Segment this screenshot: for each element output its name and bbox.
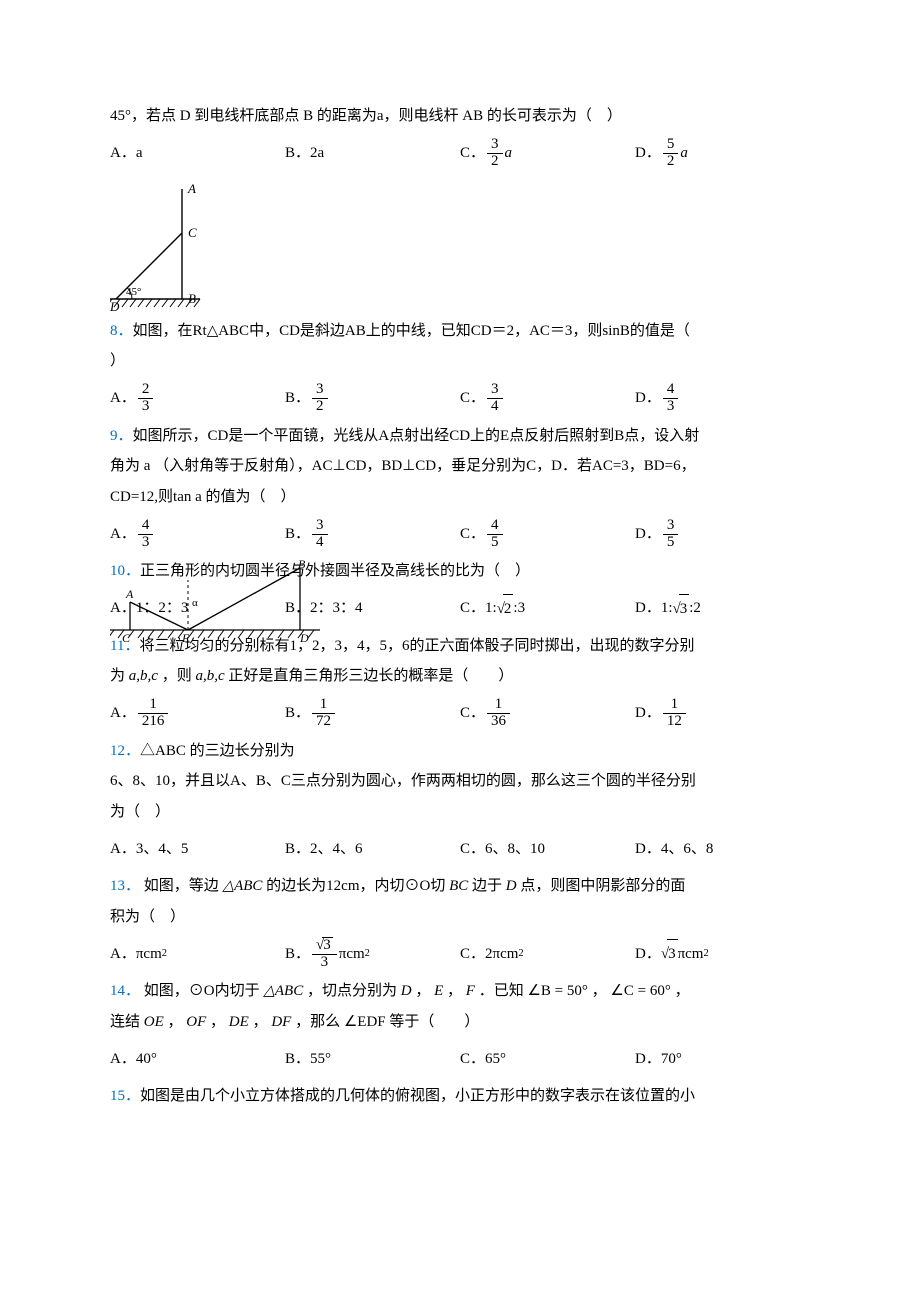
q7-figure: A C B D 45° bbox=[110, 181, 230, 311]
q11-opt-b: B．172 bbox=[285, 693, 460, 735]
q7-opt-b: B．2a bbox=[285, 133, 460, 175]
q9-opt-c: C．45 bbox=[460, 513, 635, 555]
q9-stem-b: 角为 a （入射角等于反射角），AC⊥CD，BD⊥CD，垂足分别为C，D．若AC… bbox=[110, 452, 810, 481]
q12-opt-c: C．6、8、10 bbox=[460, 828, 635, 870]
q13-opt-d: D．3 πcm2 bbox=[635, 933, 810, 975]
q7-opt-c: C． 32 a bbox=[460, 133, 635, 175]
q10-options: A．1：2：3 B．2：3：4 C．1:2:3 D．1:3:2 bbox=[110, 588, 810, 630]
q11-opt-d: D．112 bbox=[635, 693, 810, 735]
q8-num: 8． bbox=[110, 323, 133, 339]
q8-options: A．23 B．32 C．34 D．43 bbox=[110, 378, 810, 420]
q8-opt-a: A．23 bbox=[110, 378, 285, 420]
page: 45°，若点 D 到电线杆底部点 B 的距离为a，则电线杆 AB 的长可表示为（… bbox=[0, 0, 920, 1173]
q11-stem-a: 11．将三粒均匀的分别标有1，2，3，4，5，6的正六面体骰子同时掷出，出现的数… bbox=[110, 632, 810, 661]
q10-row-with-figure: A．1：2：3 B．2：3：4 C．1:2:3 D．1:3:2 A B bbox=[110, 588, 810, 630]
q9-num: 9． bbox=[110, 428, 133, 444]
q14-opt-a: A．40° bbox=[110, 1038, 285, 1080]
q12-options: A．3、4、5 B．2、4、6 C．6、8、10 D．4、6、8 bbox=[110, 828, 810, 870]
q14-num: 14． bbox=[110, 983, 140, 999]
q10-opt-d: D．1:3:2 bbox=[635, 588, 810, 630]
q10-stem: 10．正三角形的内切圆半径与外接圆半径及高线长的比为（ ） bbox=[110, 557, 810, 586]
q9-stem-c: CD=12,则tan a 的值为（ ） bbox=[110, 483, 810, 512]
q8-stem-b: ） bbox=[110, 347, 810, 376]
q13-stem-b: 积为（ ） bbox=[110, 903, 810, 932]
q15-num: 15． bbox=[110, 1088, 140, 1104]
q8-opt-b: B．32 bbox=[285, 378, 460, 420]
q10-opt-b: B．2：3：4 bbox=[285, 588, 460, 630]
q9-options: A．43 B．34 C．45 D．35 bbox=[110, 513, 810, 555]
label-a: A bbox=[187, 181, 196, 196]
q12-opt-a: A．3、4、5 bbox=[110, 828, 285, 870]
q14-stem-a: 14． 如图，⊙O内切于 △ABC ，切点分别为 D ， E ， F ．已知 ∠… bbox=[110, 977, 810, 1006]
q10-opt-c: C．1:2:3 bbox=[460, 588, 635, 630]
fraction: 32 bbox=[487, 137, 503, 170]
q11-opt-a: A．1216 bbox=[110, 693, 285, 735]
q11-opt-c: C．136 bbox=[460, 693, 635, 735]
q13-stem-a: 13． 如图，等边 △ABC 的边长为12cm，内切⊙O切 BC 边于 D 点，… bbox=[110, 872, 810, 901]
q13-opt-b: B． 33 πcm2 bbox=[285, 933, 460, 975]
q7-opt-d: D． 52 a bbox=[635, 133, 810, 175]
q12-opt-b: B．2、4、6 bbox=[285, 828, 460, 870]
q9-opt-b: B．34 bbox=[285, 513, 460, 555]
q12-opt-d: D．4、6、8 bbox=[635, 828, 810, 870]
q11-num: 11． bbox=[110, 638, 139, 654]
q15-stem: 15．如图是由几个小立方体搭成的几何体的俯视图，小正方形中的数字表示在该位置的小 bbox=[110, 1082, 810, 1111]
label-b: B bbox=[188, 291, 196, 306]
q13-options: A．πcm2 B． 33 πcm2 C．2πcm2 D．3 πcm2 bbox=[110, 933, 810, 975]
q7-stem: 45°，若点 D 到电线杆底部点 B 的距离为a，则电线杆 AB 的长可表示为（… bbox=[110, 102, 810, 131]
q10-num: 10． bbox=[110, 563, 140, 579]
q11-stem-b: 为 a,b,c ，则 a,b,c 正好是直角三角形三边长的概率是（ ） bbox=[110, 662, 810, 691]
q7-options: A．a B．2a C． 32 a D． 52 a bbox=[110, 133, 810, 175]
q9-opt-a: A．43 bbox=[110, 513, 285, 555]
q12-stem-c: 为（ ） bbox=[110, 798, 810, 827]
q9-opt-d: D．35 bbox=[635, 513, 810, 555]
label-c: C bbox=[188, 225, 197, 240]
q14-options: A．40° B．55° C．65° D．70° bbox=[110, 1038, 810, 1080]
q13-num: 13． bbox=[110, 878, 140, 894]
q8-stem-a: 8．如图，在Rt△ABC中，CD是斜边AB上的中线，已知CD＝2，AC＝3，则s… bbox=[110, 317, 810, 346]
q14-stem-b: 连结 OE ， OF ， DE ， DF ，那么 ∠EDF 等于（ ） bbox=[110, 1008, 810, 1037]
q10-opt-a: A．1：2：3 bbox=[110, 588, 285, 630]
q13-opt-a: A．πcm2 bbox=[110, 933, 285, 975]
fraction: 52 bbox=[663, 137, 679, 170]
q12-stem-b: 6、8、10，并且以A、B、C三点分别为圆心，作两两相切的圆，那么这三个圆的半径… bbox=[110, 767, 810, 796]
angle-label: 45° bbox=[126, 286, 141, 298]
q14-opt-d: D．70° bbox=[635, 1038, 810, 1080]
q9-stem-a: 9．如图所示，CD是一个平面镜，光线从A点射出经CD上的E点反射后照射到B点，设… bbox=[110, 422, 810, 451]
q12-num: 12． bbox=[110, 743, 140, 759]
q7-opt-a: A．a bbox=[110, 133, 285, 175]
q8-opt-c: C．34 bbox=[460, 378, 635, 420]
q14-opt-c: C．65° bbox=[460, 1038, 635, 1080]
q12-stem-a: 12．△ABC 的三边长分别为 bbox=[110, 737, 810, 766]
q8-opt-d: D．43 bbox=[635, 378, 810, 420]
q11-options: A．1216 B．172 C．136 D．112 bbox=[110, 693, 810, 735]
q14-opt-b: B．55° bbox=[285, 1038, 460, 1080]
label-d: D bbox=[110, 299, 120, 311]
q13-opt-c: C．2πcm2 bbox=[460, 933, 635, 975]
